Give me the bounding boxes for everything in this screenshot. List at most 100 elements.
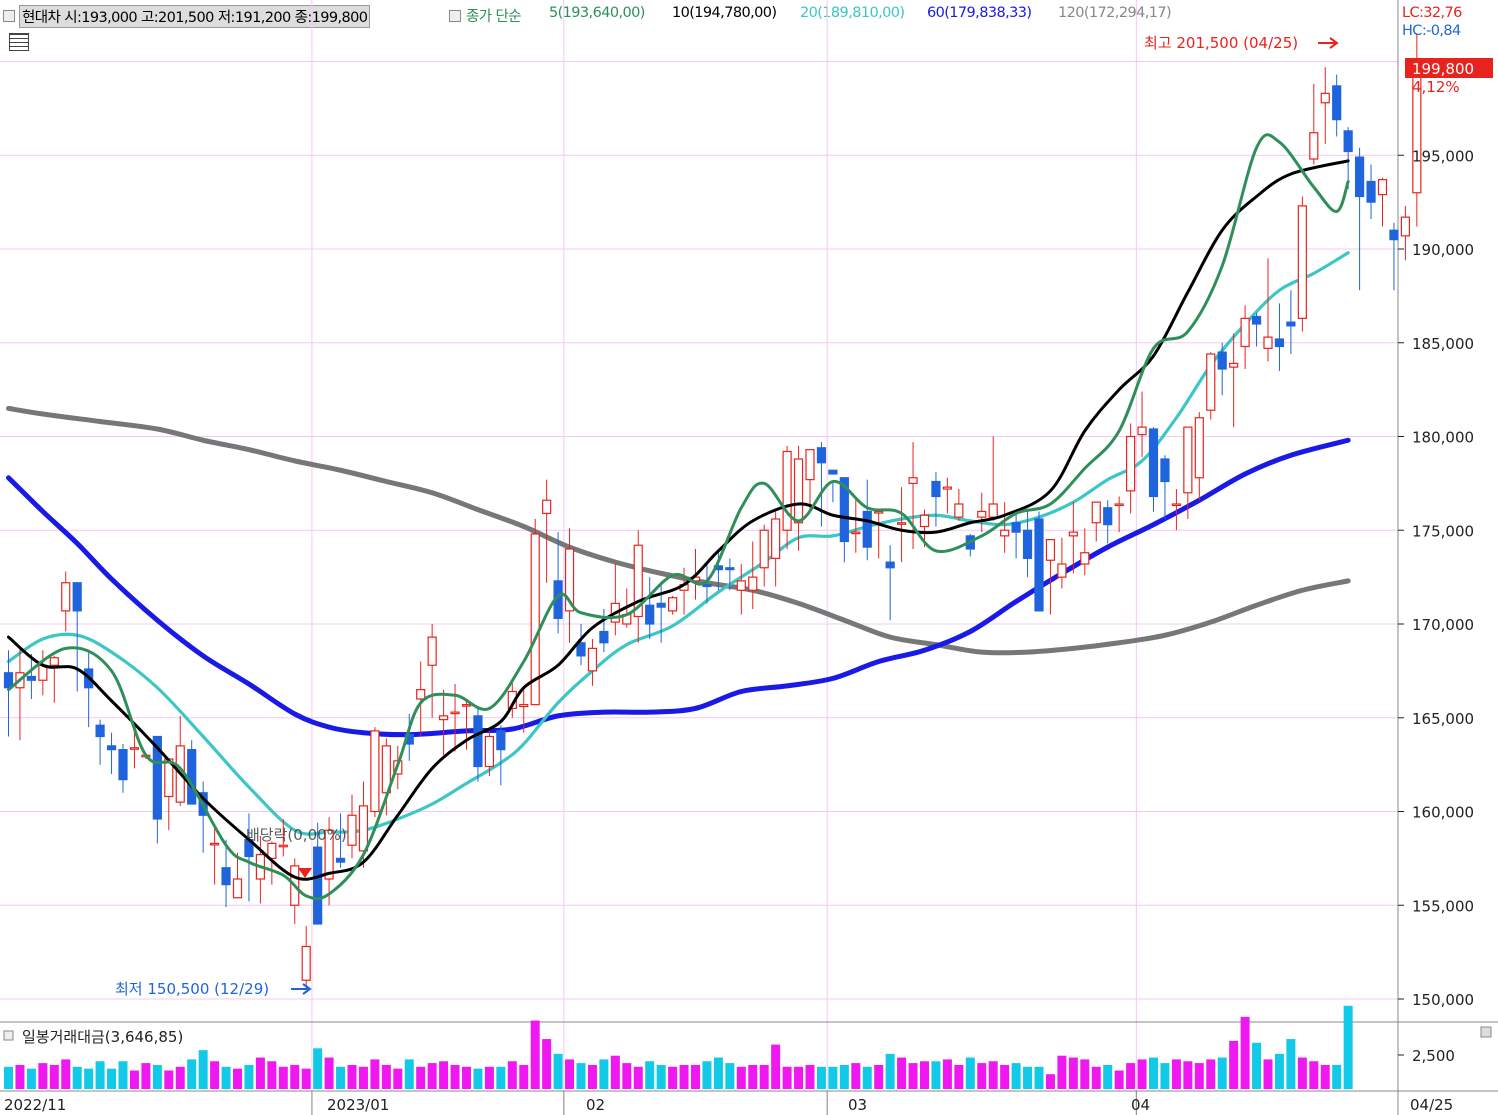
candle-body xyxy=(313,846,323,925)
volume-bar xyxy=(416,1066,426,1089)
volume-bar xyxy=(908,1063,918,1089)
candle-body xyxy=(1080,552,1090,565)
volume-bar xyxy=(759,1064,769,1089)
volume-bar xyxy=(1068,1057,1078,1089)
ma-menu-button[interactable] xyxy=(449,10,461,22)
volume-bar xyxy=(713,1057,723,1089)
volume-bar xyxy=(61,1059,71,1089)
volume-bar xyxy=(851,1063,861,1089)
volume-bar xyxy=(507,1061,517,1089)
lc-value: LC:32,76 xyxy=(1402,5,1462,21)
x-tick-label: 2022/11 xyxy=(4,1096,66,1114)
candle-body xyxy=(1000,529,1010,537)
candle-body xyxy=(152,735,162,820)
candle-body xyxy=(942,486,953,490)
candle-body xyxy=(450,711,460,715)
ma120-label: 120(172,294,17) xyxy=(1058,5,1172,21)
candle-body xyxy=(931,480,941,498)
candle-body xyxy=(1045,539,1056,561)
volume-bar xyxy=(1194,1063,1204,1089)
stock-info: 현대차 시:193,000 고:201,500 저:191,200 종:199,… xyxy=(19,5,371,28)
candle-body xyxy=(828,469,838,475)
volume-bar xyxy=(1137,1059,1147,1089)
candle-body xyxy=(439,715,449,721)
ma60-line xyxy=(6,437,1351,738)
candle-body xyxy=(587,647,598,672)
volume-bar xyxy=(484,1066,494,1089)
candle-body xyxy=(1022,529,1033,559)
volume-bar xyxy=(587,1064,597,1089)
volume-bar xyxy=(771,1044,781,1089)
ma20-path xyxy=(6,251,1350,836)
candle-body xyxy=(118,749,128,781)
volume-bar xyxy=(370,1059,380,1089)
candle-body xyxy=(72,582,82,612)
volume-bar xyxy=(84,1068,94,1089)
candle-body xyxy=(301,945,311,981)
volume-bar xyxy=(702,1061,712,1089)
ma10-line xyxy=(7,159,1350,881)
volume-bars xyxy=(4,1005,1353,1089)
candle-body xyxy=(633,544,643,618)
candle-body xyxy=(1034,518,1044,612)
candle-body xyxy=(1229,362,1239,368)
candle-body xyxy=(576,642,586,657)
candle-body xyxy=(874,510,884,514)
volume-bar xyxy=(473,1068,483,1089)
volume-bar xyxy=(622,1063,632,1089)
grid-lines xyxy=(0,0,1398,1115)
volume-bar xyxy=(1011,1063,1021,1089)
panel-menu-button[interactable] xyxy=(3,10,15,22)
candle-body xyxy=(667,597,678,612)
volume-bar xyxy=(38,1063,48,1089)
volume-bar xyxy=(874,1064,884,1089)
volume-bar xyxy=(347,1064,357,1089)
y-tick-label: 170,000 xyxy=(1412,616,1474,634)
candle-body xyxy=(1206,353,1216,411)
table-grid-icon[interactable] xyxy=(9,33,29,51)
candle-body xyxy=(725,567,735,571)
volume-bar xyxy=(1183,1061,1193,1089)
volume-bar xyxy=(794,1066,804,1089)
volume-bar xyxy=(519,1064,529,1089)
candle-body xyxy=(1160,458,1170,483)
volume-bar xyxy=(1160,1063,1170,1089)
candle-body xyxy=(645,604,655,625)
volume-bar xyxy=(462,1066,471,1089)
candle-body xyxy=(530,533,540,706)
volume-bar xyxy=(358,1066,368,1089)
candle-body xyxy=(1251,315,1262,325)
volume-bar xyxy=(828,1066,838,1089)
volume-bar xyxy=(107,1068,117,1089)
volume-close-button[interactable] xyxy=(1480,1026,1492,1038)
volume-bar xyxy=(1343,1005,1353,1089)
candle-body xyxy=(1332,85,1342,121)
candle-body xyxy=(599,630,609,644)
volume-bar xyxy=(679,1064,689,1089)
candle-body xyxy=(977,510,987,518)
high-annotation: 최고 201,500 (04/25) xyxy=(1144,34,1298,52)
volume-bar xyxy=(4,1066,13,1089)
y-tick-label: 160,000 xyxy=(1412,804,1474,822)
candle-body xyxy=(1103,507,1113,526)
candle-body xyxy=(908,477,918,484)
candle-body xyxy=(839,477,849,543)
volume-bar xyxy=(1080,1059,1090,1089)
volume-bar xyxy=(141,1063,151,1089)
x-tick-label: 2023/01 xyxy=(327,1096,389,1114)
candle-body xyxy=(1320,92,1330,104)
volume-bar xyxy=(1206,1059,1216,1089)
candle-body xyxy=(816,447,827,464)
volume-bar xyxy=(267,1061,277,1089)
volume-bar xyxy=(1034,1066,1044,1089)
candle-body xyxy=(748,576,758,591)
dividend-annotation: 배당락(0,00%) xyxy=(246,826,347,844)
candle-body xyxy=(851,531,861,535)
candle-body xyxy=(1171,503,1182,507)
volume-bar xyxy=(1297,1057,1307,1089)
volume-bar xyxy=(885,1053,895,1089)
candle-body xyxy=(210,842,220,846)
volume-menu-button[interactable] xyxy=(3,1030,14,1041)
volume-bar xyxy=(1309,1061,1319,1089)
volume-bar xyxy=(336,1066,346,1089)
